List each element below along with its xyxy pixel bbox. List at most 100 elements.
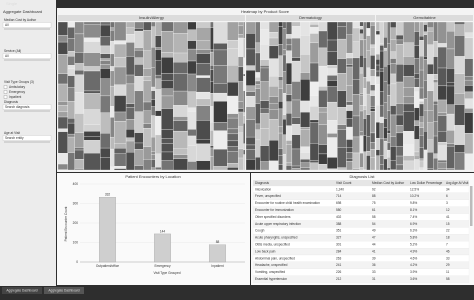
heatmap-cell[interactable] [447,86,455,105]
heatmap-cell[interactable] [396,165,403,170]
heatmap-cell[interactable] [143,124,151,128]
scrollbar[interactable] [470,186,473,226]
heatmap-cell[interactable] [427,91,433,110]
heatmap-cell[interactable] [210,22,213,28]
heatmap-cell[interactable] [327,80,337,86]
heatmap-cell[interactable] [387,85,390,95]
heatmap-cell[interactable] [384,141,388,159]
heatmap-cell[interactable] [84,38,100,42]
heatmap-cell[interactable] [403,112,414,132]
heatmap-cell[interactable] [188,61,197,74]
heatmap-cell[interactable] [433,136,437,154]
heatmap-cell[interactable] [370,25,375,44]
heatmap-cell[interactable] [414,108,419,121]
heatmap-cell[interactable] [114,166,126,168]
heatmap-cell[interactable] [414,87,419,91]
heatmap-cell[interactable] [283,119,286,134]
heatmap-cell[interactable] [403,97,414,104]
heatmap-cell[interactable] [58,35,68,42]
heatmap-cell[interactable] [465,99,473,109]
heatmap-cell[interactable] [465,133,473,154]
heatmap-cell[interactable] [414,32,419,46]
heatmap-cell[interactable] [155,111,161,116]
heatmap-cell[interactable] [238,109,243,112]
heatmap-cell[interactable] [346,140,352,148]
heatmap-cell[interactable] [143,128,151,147]
heatmap-cell[interactable] [188,108,197,112]
heatmap-cell[interactable] [68,137,75,153]
heatmap-cell[interactable] [100,148,110,157]
sidebar-tab[interactable]: Single [6,1,18,6]
heatmap-cell[interactable] [227,48,238,65]
heatmap-cell[interactable] [173,121,187,131]
heatmap-cell[interactable] [419,161,423,168]
heatmap-cell[interactable] [414,126,419,140]
heatmap-cell[interactable] [100,25,110,37]
heatmap-cell[interactable] [161,31,173,52]
heatmap-cell[interactable] [433,158,437,170]
heatmap-cell[interactable] [438,116,447,131]
heatmap-cell[interactable] [319,31,328,48]
heatmap-cell[interactable] [310,96,319,107]
heatmap-cell[interactable] [269,46,278,59]
checkbox[interactable] [4,86,7,89]
heatmap-cell[interactable] [243,155,245,170]
heatmap-cell[interactable] [353,116,360,137]
heatmap-cell[interactable] [151,68,155,87]
heatmap-cell[interactable] [243,76,245,91]
heatmap-cell[interactable] [278,149,282,156]
heatmap-cell[interactable] [353,22,360,28]
heatmap-cell[interactable] [419,101,423,104]
heatmap-cell[interactable] [255,84,260,88]
heatmap-cell[interactable] [278,155,282,164]
heatmap-cell[interactable] [269,161,278,170]
heatmap-cell[interactable] [255,104,260,124]
heatmap-cell[interactable] [447,130,455,143]
heatmap-cell[interactable] [319,154,328,164]
heatmap-cell[interactable] [465,38,473,59]
heatmap-cell[interactable] [110,117,114,137]
heatmap-cell[interactable] [84,93,100,109]
heatmap-cell[interactable] [363,39,366,57]
heatmap-cell[interactable] [188,22,197,30]
heatmap-cell[interactable] [465,108,473,112]
heatmap-cell[interactable] [366,136,370,151]
heatmap-cell[interactable] [84,153,100,170]
heatmap-cell[interactable] [376,84,380,105]
heatmap-cell[interactable] [310,34,319,43]
heatmap-cell[interactable] [269,22,278,32]
heatmap-cell[interactable] [300,101,310,112]
heatmap-cell[interactable] [337,59,346,74]
heatmap-cell[interactable] [346,111,352,119]
heatmap-cell[interactable] [246,92,255,96]
heatmap-cell[interactable] [403,87,414,96]
heatmap-cell[interactable] [433,74,437,80]
heatmap-cell[interactable] [214,65,228,83]
heatmap-cell[interactable] [84,91,100,93]
heatmap-cell[interactable] [143,102,151,111]
heatmap-cell[interactable] [58,153,68,164]
heatmap-cell[interactable] [360,167,364,170]
heatmap-cell[interactable] [384,119,388,128]
heatmap-cell[interactable] [188,146,197,162]
heatmap-cell[interactable] [255,130,260,140]
heatmap-cell[interactable] [403,104,414,112]
heatmap-cell[interactable] [143,22,151,30]
heatmap-cell[interactable] [414,59,419,74]
heatmap-cell[interactable] [68,56,75,65]
heatmap-cell[interactable] [243,150,245,155]
heatmap-cell[interactable] [384,22,388,37]
heatmap-cell[interactable] [396,125,403,133]
heatmap-cell[interactable] [337,27,346,39]
heatmap-cell[interactable] [310,120,319,123]
heatmap-cell[interactable] [227,129,238,134]
heatmap-cell[interactable] [438,43,447,47]
heatmap-cell[interactable] [433,41,437,56]
heatmap-cell[interactable] [319,164,328,170]
heatmap-cell[interactable] [126,56,134,75]
heatmap-cell[interactable] [238,133,243,149]
heatmap-cell[interactable] [353,42,360,58]
heatmap-cell[interactable] [387,157,390,167]
heatmap-cell[interactable] [243,91,245,113]
heatmap-cell[interactable] [370,47,375,55]
